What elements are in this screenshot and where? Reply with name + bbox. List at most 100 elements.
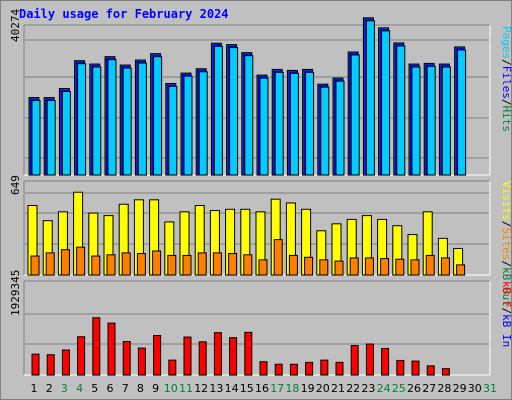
day-label: 30 [468, 382, 482, 395]
sites-bar [243, 254, 253, 276]
day-label: 2 [46, 382, 53, 395]
sites-bar [228, 253, 238, 276]
kbf-bar [31, 353, 40, 376]
kbf-bar [274, 363, 283, 376]
kbf-bar [350, 345, 359, 376]
kbf-bar [183, 336, 192, 376]
kbf-bar [335, 361, 344, 376]
kbf-bar [320, 359, 329, 376]
sites-bar [136, 253, 146, 276]
kbf-bar [381, 347, 390, 376]
sites-bar [212, 252, 222, 276]
panel2-legend-label: Visits/Sites/kB Out [500, 181, 512, 307]
day-label: 15 [240, 382, 254, 395]
panel1-legend-label: Pages/Files/Hits [500, 26, 512, 132]
sites-bar [364, 257, 374, 276]
day-label: 14 [225, 382, 239, 395]
pages-bar [457, 49, 467, 176]
pages-bar [411, 66, 421, 176]
legend-segment: Visits [500, 181, 512, 221]
day-label: 31 [483, 382, 497, 395]
day-label: 1 [31, 382, 38, 395]
day-label: 9 [152, 382, 159, 395]
kbf-bar [213, 332, 222, 376]
hits-panel-ytick-label: 40274 [9, 9, 22, 42]
kbf-bar [244, 331, 253, 376]
day-label: 6 [107, 382, 114, 395]
day-label: 28 [437, 382, 451, 395]
day-label: 12 [194, 382, 208, 395]
day-label: 8 [137, 382, 144, 395]
kbf-bar [305, 361, 314, 376]
pages-bar [381, 30, 391, 176]
kbf-bar [426, 365, 435, 376]
kbf-bar [259, 361, 268, 376]
day-label: 19 [301, 382, 315, 395]
day-label: 22 [346, 382, 360, 395]
pages-bar [46, 100, 56, 176]
day-label: 23 [361, 382, 375, 395]
pages-bar [274, 71, 284, 176]
sites-bar [91, 255, 101, 276]
kbf-bar [92, 317, 101, 376]
pages-bar [122, 67, 132, 176]
day-label: 18 [285, 382, 299, 395]
legend-segment: / [500, 59, 512, 66]
day-label: 13 [209, 382, 223, 395]
kbytes-panel-area [24, 281, 490, 375]
kbf-bar [153, 334, 162, 376]
kbf-bar [122, 340, 131, 376]
legend-segment: / [500, 99, 512, 106]
day-label: 16 [255, 382, 269, 395]
sites-bar [121, 252, 131, 276]
sites-bar [60, 249, 70, 276]
kbf-bar [229, 337, 238, 376]
day-label: 17 [270, 382, 284, 395]
sites-bar [106, 254, 116, 276]
legend-segment: kB F [500, 281, 512, 308]
sites-bar [273, 239, 283, 276]
pages-bar [244, 55, 254, 176]
pages-bar [168, 85, 178, 176]
pages-bar [213, 45, 223, 176]
sites-bar [334, 260, 344, 276]
kbf-bar [411, 360, 420, 376]
sites-bar [288, 254, 298, 276]
sites-bar [304, 256, 314, 276]
kbf-bar [365, 343, 374, 376]
day-label: 11 [179, 382, 193, 395]
day-label: 21 [331, 382, 345, 395]
pages-bar [305, 71, 315, 176]
sites-bar [395, 258, 405, 276]
pages-bar [365, 20, 375, 176]
sites-bar [440, 257, 450, 276]
pages-bar [31, 100, 41, 176]
sites-bar [167, 254, 177, 276]
sites-bar [76, 246, 86, 276]
sites-bar [45, 252, 55, 276]
sites-bar [349, 257, 359, 276]
pages-bar [441, 66, 451, 176]
day-label: 24 [377, 382, 391, 395]
kbf-bar [61, 349, 70, 376]
kbytes-panel-ytick-label: 1929345 [9, 270, 22, 316]
pages-bar [426, 65, 436, 176]
pages-bar [137, 62, 147, 176]
pages-bar [259, 77, 269, 176]
sites-bar [410, 259, 420, 276]
pages-bar [77, 63, 87, 176]
sites-bar [30, 255, 40, 276]
legend-segment: / [500, 308, 512, 315]
sites-bar [258, 259, 268, 276]
day-label: 25 [392, 382, 406, 395]
legend-segment: / [500, 261, 512, 268]
sites-bar [319, 259, 329, 276]
kbf-bar [107, 322, 116, 376]
pages-bar [320, 86, 330, 176]
pages-bar [198, 71, 208, 176]
kbf-bar [289, 363, 298, 376]
sites-bar [197, 252, 207, 276]
legend-segment: kB Out [500, 267, 512, 307]
panel3-legend-label: kB F/kB In [500, 281, 512, 347]
